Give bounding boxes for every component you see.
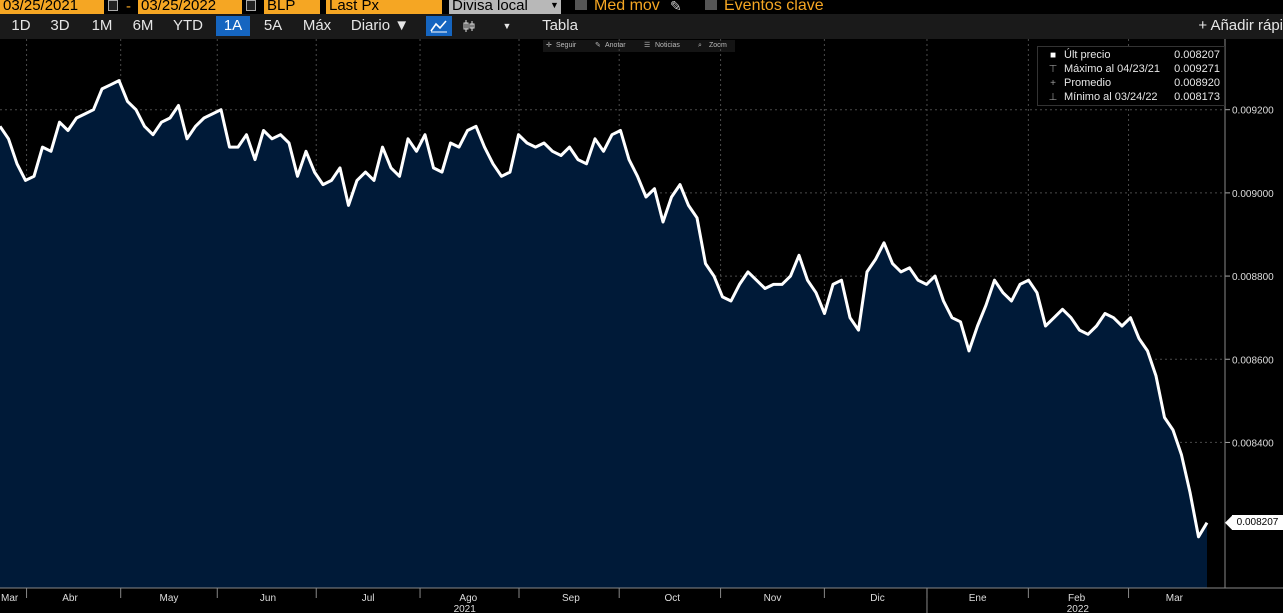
range-5a-button[interactable]: 5A (263, 17, 283, 34)
x-tick-label: Nov (764, 593, 782, 604)
range-1a-button[interactable]: 1A (216, 16, 250, 36)
range-1d-button[interactable]: 1D (11, 17, 31, 34)
chevron-down-icon[interactable]: ▼ (502, 21, 512, 31)
x-tick-label: May (160, 593, 179, 604)
x-tick-label: Oct (665, 593, 681, 604)
chart-legend: ■ Últ precio 0.008207 ⊤ Máximo al 04/23/… (1037, 46, 1225, 106)
annotate-icon[interactable]: ✎ (595, 42, 601, 49)
x-tick-label: Jul (362, 593, 375, 604)
year-label: 2022 (1067, 604, 1090, 613)
table-button[interactable]: Tabla (542, 17, 578, 34)
quick-add-button[interactable]: + Añadir rápi (1198, 17, 1283, 34)
price-area (0, 80, 1207, 588)
year-label: 2021 (454, 604, 477, 613)
last-price-swatch-icon: ■ (1049, 50, 1057, 61)
top-command-bar: 03/25/2021 - 03/25/2022 BLP Last Px Divi… (0, 0, 1283, 14)
max-marker-icon: ⊤ (1048, 64, 1058, 75)
y-tick-label: 0.009200 (1232, 106, 1274, 117)
last-price-badge: 0.008207 (1232, 514, 1283, 530)
x-tick-label: Mar (1, 593, 19, 604)
date-separator: - (126, 0, 131, 14)
average-marker-icon: + (1050, 78, 1056, 89)
zoom-button[interactable]: Zoom (709, 42, 727, 49)
candlestick-icon[interactable] (456, 16, 482, 36)
legend-avg-value: 0.008920 (1174, 77, 1220, 89)
zoom-icon[interactable]: ⌕ (698, 42, 702, 49)
legend-last-label: Últ precio (1064, 49, 1111, 61)
legend-last-row: ■ Últ precio 0.008207 (1050, 49, 1220, 62)
follow-button[interactable]: Seguir (556, 42, 577, 49)
legend-last-value: 0.008207 (1174, 49, 1220, 61)
y-axis: 0.009200 0.009000 0.008800 0.008600 0.008400 (1224, 39, 1274, 588)
range-1m-button[interactable]: 1M (91, 17, 113, 34)
y-tick-label: 0.008400 (1232, 438, 1274, 449)
calendar-icon[interactable] (246, 0, 256, 11)
key-events-checkbox[interactable] (705, 0, 717, 10)
key-events-label: Eventos clave (724, 0, 824, 14)
mov-avg-label: Med mov (594, 0, 660, 14)
legend-max-label: Máximo al 04/23/21 (1064, 63, 1160, 75)
price-field[interactable]: Last Px (326, 0, 442, 14)
source-field[interactable]: BLP (264, 0, 320, 14)
legend-min-label: Mínimo al 03/24/22 (1064, 91, 1158, 103)
price-line (0, 79, 1209, 539)
news-button[interactable]: Noticias (655, 42, 680, 49)
range-3d-button[interactable]: 3D (50, 17, 70, 34)
x-axis: Mar Abr May Jun Jul Ago Sep Oct Nov Dic Ene Feb Mar 2… (0, 587, 1283, 613)
last-price-pointer (1225, 515, 1232, 530)
x-tick-label: Jun (260, 593, 276, 604)
range-max-button[interactable]: Máx (302, 17, 332, 34)
calendar-icon[interactable] (108, 0, 118, 11)
legend-max-value: 0.009271 (1174, 63, 1220, 75)
x-tick-label: Sep (562, 593, 580, 604)
mov-avg-checkbox[interactable] (575, 0, 587, 10)
follow-icon[interactable]: ✛ (546, 42, 552, 49)
x-tick-label: Feb (1068, 593, 1086, 604)
x-tick-label: Ene (969, 593, 987, 604)
annotate-button[interactable]: Anotar (605, 42, 626, 49)
legend-avg-row: + Promedio 0.008920 (1050, 77, 1220, 90)
range-ytd-button[interactable]: YTD (173, 17, 203, 34)
currency-select[interactable]: Divisa local (449, 0, 549, 14)
period-select[interactable]: Diario ▼ (350, 17, 410, 34)
legend-avg-label: Promedio (1064, 77, 1112, 89)
chevron-down-icon[interactable]: ▼ (549, 0, 561, 14)
legend-min-row: ⊥ Mínimo al 03/24/22 0.008173 (1049, 91, 1220, 104)
y-tick-label: 0.009000 (1232, 189, 1274, 200)
line-chart-icon[interactable] (426, 16, 452, 36)
chart-tools-bar: ✛ Seguir ✎ Anotar ☰ Noticias ⌕ Zoom (543, 40, 735, 52)
legend-min-value: 0.008173 (1174, 91, 1220, 103)
x-tick-label: Abr (62, 593, 78, 604)
legend-max-row: ⊤ Máximo al 04/23/21 0.009271 (1049, 63, 1220, 76)
x-tick-label: Dic (870, 593, 884, 604)
range-toolbar: 1D 3D 1M 6M YTD 1A 5A Máx Diario ▼ ▼ Tab… (0, 14, 1283, 39)
min-marker-icon: ⊥ (1048, 92, 1058, 103)
pencil-icon[interactable]: ✎ (670, 0, 682, 14)
y-tick-label: 0.008800 (1232, 272, 1274, 283)
end-date-field[interactable]: 03/25/2022 (138, 0, 242, 14)
range-6m-button[interactable]: 6M (132, 17, 154, 34)
start-date-field[interactable]: 03/25/2021 (0, 0, 104, 14)
x-tick-label: Mar (1166, 593, 1184, 604)
y-tick-label: 0.008600 (1232, 355, 1274, 366)
news-icon[interactable]: ☰ (644, 42, 651, 49)
x-tick-label: Ago (459, 593, 477, 604)
